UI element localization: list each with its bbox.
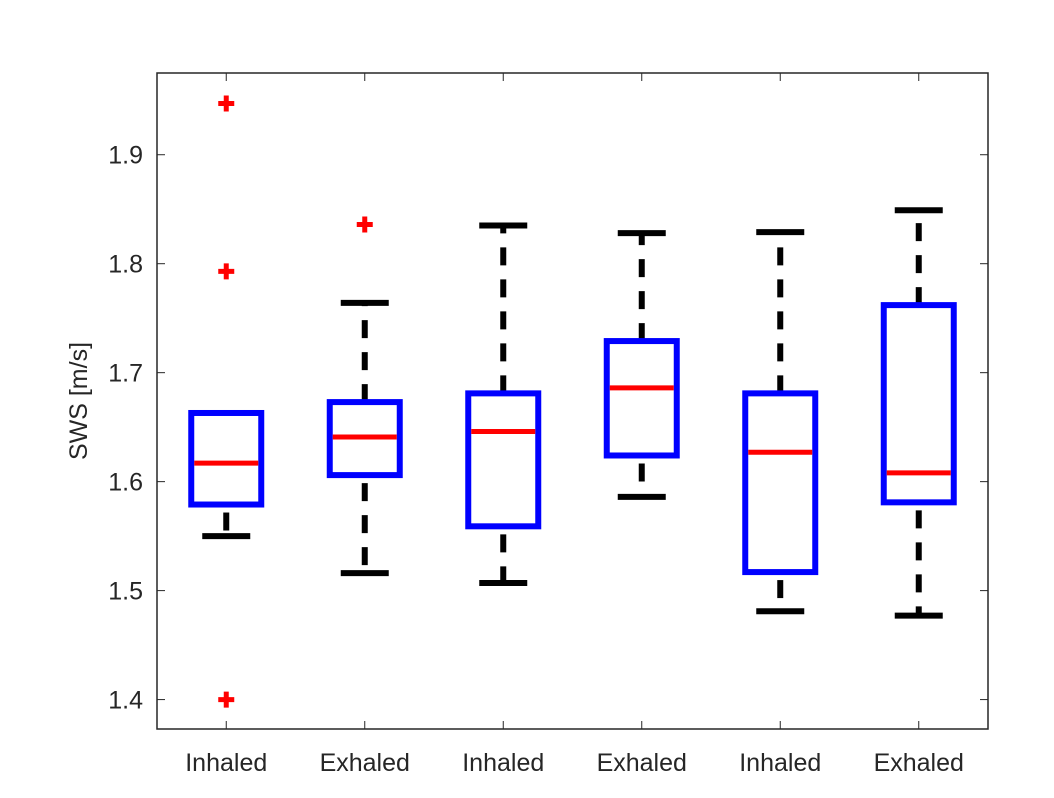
outlier-marker <box>356 216 373 233</box>
box-5 <box>742 229 819 615</box>
y-tick-label: 1.5 <box>108 578 143 606</box>
box-6 <box>880 207 957 619</box>
x-tick-label: Inhaled <box>739 749 821 777</box>
box-iqr <box>465 390 542 530</box>
y-tick-label: 1.9 <box>108 142 143 170</box>
y-tick-label: 1.7 <box>108 360 143 388</box>
x-tick-label: Exhaled <box>597 749 687 777</box>
box-iqr <box>742 390 819 576</box>
box-2 <box>326 216 403 577</box>
outlier-marker <box>218 691 235 708</box>
outlier-marker <box>218 95 235 112</box>
box-4 <box>603 230 680 500</box>
y-tick-label: 1.6 <box>108 469 143 497</box>
x-tick-label: Inhaled <box>185 749 267 777</box>
box-iqr <box>188 409 265 508</box>
y-tick-label: 1.4 <box>108 687 143 715</box>
plot-area <box>157 73 988 729</box>
x-tick-label: Exhaled <box>874 749 964 777</box>
box-iqr <box>880 302 957 506</box>
x-tick-label: Inhaled <box>462 749 544 777</box>
box-iqr <box>603 338 680 459</box>
outlier-marker <box>218 263 235 280</box>
box-1 <box>188 95 265 708</box>
axes-frame <box>156 72 989 730</box>
x-tick-label: Exhaled <box>320 749 410 777</box>
box-3 <box>465 222 542 586</box>
y-axis-label: SWS [m/s] <box>65 342 93 460</box>
y-tick-label: 1.8 <box>108 251 143 279</box>
